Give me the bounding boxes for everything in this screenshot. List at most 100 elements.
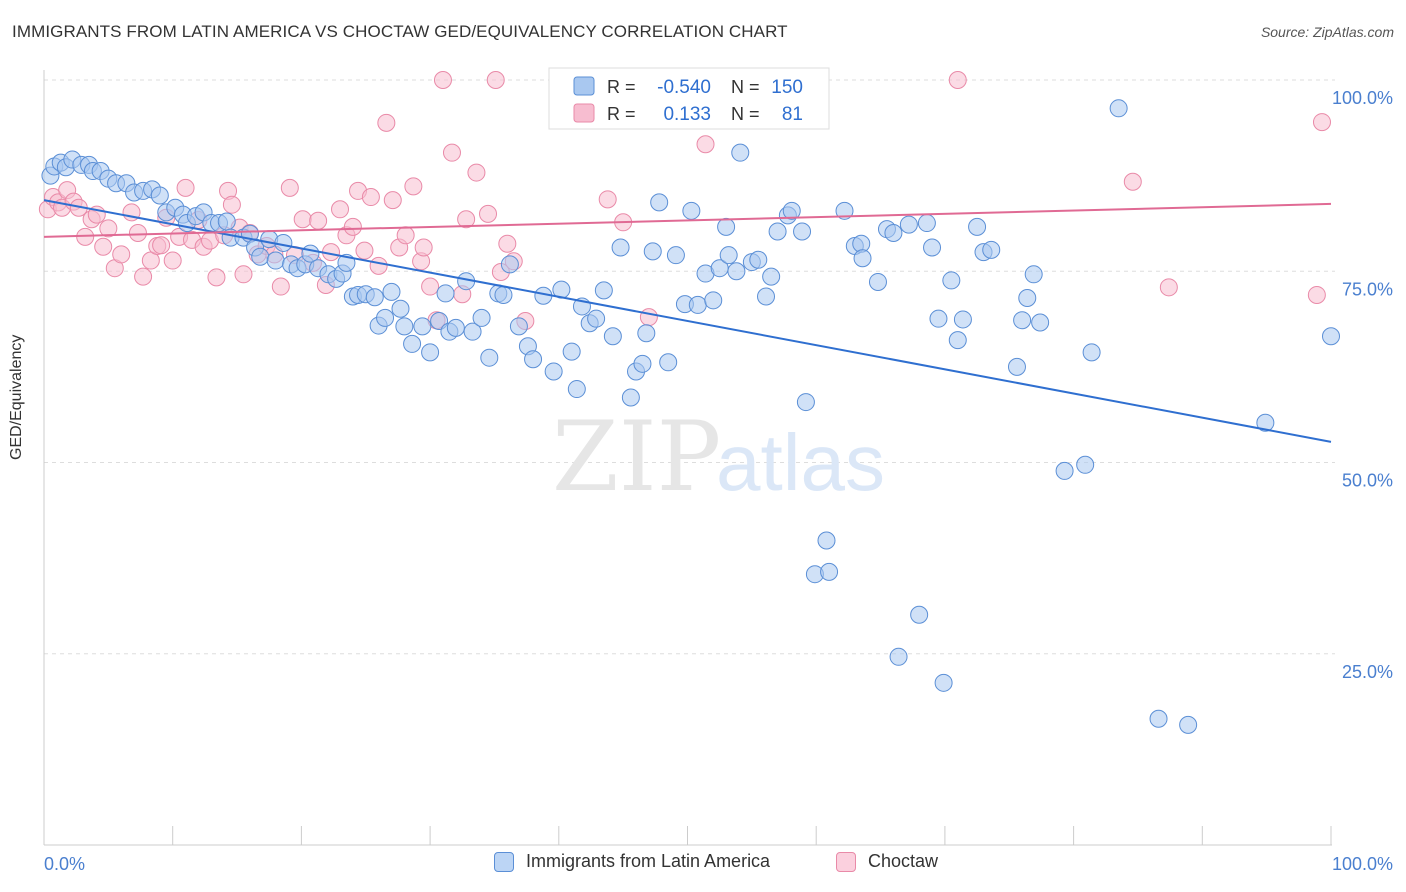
point-immigrants [524, 350, 543, 369]
legend-n-value-2: 81 [782, 104, 803, 125]
point-immigrants [884, 224, 903, 242]
point-immigrants [633, 354, 652, 373]
point-immigrants [820, 562, 839, 581]
point-immigrants [643, 242, 662, 261]
point-immigrants [1179, 715, 1198, 734]
point-immigrants [968, 217, 987, 236]
point-choctaw [280, 178, 299, 197]
point-choctaw [176, 178, 195, 197]
point-choctaw [414, 238, 433, 257]
watermark-atlas: atlas [716, 418, 885, 507]
legend-label-choctaw: Choctaw [868, 851, 939, 871]
point-choctaw [421, 277, 440, 296]
point-immigrants [509, 317, 528, 336]
legend-item-choctaw[interactable]: Choctaw [836, 851, 938, 872]
point-immigrants [217, 212, 236, 231]
point-choctaw [639, 308, 658, 327]
legend-n-label-1: N = [731, 77, 760, 97]
point-immigrants [266, 251, 285, 270]
point-immigrants [917, 214, 936, 233]
point-immigrants [463, 322, 482, 341]
y-tick-label: 100.0% [1332, 88, 1393, 108]
point-immigrants [934, 673, 953, 692]
legend-top-box [548, 67, 830, 130]
point-choctaw [442, 143, 461, 162]
point-immigrants [929, 309, 948, 328]
point-immigrants [719, 246, 738, 265]
point-choctaw [134, 267, 153, 286]
point-immigrants [446, 318, 465, 337]
point-immigrants [403, 334, 422, 353]
point-immigrants [395, 317, 414, 336]
point-choctaw [112, 245, 131, 264]
point-immigrants [382, 282, 401, 301]
point-immigrants [1055, 461, 1074, 480]
point-immigrants [682, 201, 701, 220]
point-choctaw [467, 163, 486, 182]
point-choctaw [383, 191, 402, 210]
point-immigrants [567, 380, 586, 399]
legend-swatch-immigrants [494, 851, 514, 872]
point-immigrants [1322, 327, 1340, 346]
legend-swatch-pink [573, 103, 595, 123]
point-choctaw [207, 268, 226, 287]
point-immigrants [1018, 289, 1037, 308]
y-tick-label: 75.0% [1342, 279, 1393, 299]
point-immigrants [910, 605, 929, 624]
point-immigrants [704, 291, 723, 310]
point-choctaw [948, 71, 967, 89]
trendline-immigrants [43, 199, 1332, 443]
point-immigrants [611, 238, 630, 257]
legend-swatch-blue [573, 76, 595, 96]
gridlines [44, 79, 1335, 655]
point-choctaw [355, 241, 374, 260]
point-choctaw [234, 265, 253, 284]
point-immigrants [1082, 343, 1101, 362]
series-immigrants-latin-america [41, 99, 1340, 734]
legend-r-value-2: 0.133 [663, 104, 711, 125]
point-immigrants [365, 288, 384, 307]
y-tick-label: 25.0% [1342, 662, 1393, 682]
point-immigrants [868, 272, 887, 291]
point-immigrants [853, 249, 872, 268]
point-choctaw [1312, 113, 1331, 132]
point-immigrants [717, 217, 736, 236]
point-choctaw [99, 219, 118, 238]
point-immigrants [793, 222, 812, 241]
legend-item-immigrants[interactable]: Immigrants from Latin America [494, 851, 770, 872]
point-immigrants [150, 186, 169, 205]
point-choctaw [293, 210, 312, 229]
point-choctaw [361, 188, 380, 207]
x-tick-label: 0.0% [44, 854, 85, 874]
point-immigrants [762, 267, 781, 286]
point-immigrants [376, 308, 395, 327]
point-choctaw [433, 71, 452, 89]
point-immigrants [587, 309, 606, 328]
trendline-choctaw [43, 202, 1332, 238]
y-tick-label: 50.0% [1342, 471, 1393, 491]
point-immigrants [391, 299, 410, 318]
point-choctaw [1159, 278, 1178, 297]
point-immigrants [603, 327, 622, 346]
point-choctaw [343, 217, 362, 236]
point-immigrants [562, 342, 581, 361]
point-immigrants [480, 348, 499, 367]
source-label: Source: ZipAtlas.com [1260, 24, 1394, 40]
point-immigrants [835, 201, 854, 220]
point-immigrants [731, 143, 750, 162]
point-immigrants [544, 362, 563, 381]
point-immigrants [436, 284, 455, 303]
point-choctaw [369, 256, 388, 275]
legend-r-label-1: R = [607, 77, 636, 97]
point-immigrants [1076, 455, 1095, 474]
point-immigrants [500, 255, 519, 274]
point-immigrants [637, 324, 656, 343]
point-choctaw [128, 224, 147, 242]
point-choctaw [498, 234, 517, 253]
watermark-zip: ZIP [552, 401, 721, 513]
point-choctaw [404, 177, 423, 196]
point-immigrants [1007, 357, 1026, 376]
point-immigrants [421, 343, 440, 362]
point-immigrants [953, 310, 972, 329]
